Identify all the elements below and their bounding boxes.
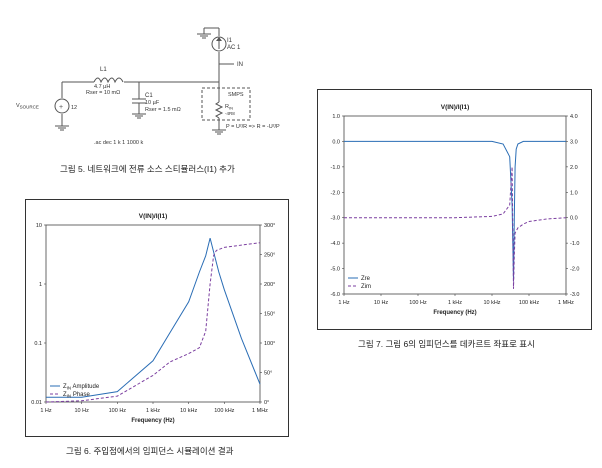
y-left-tick-label: 0.1 xyxy=(34,341,42,347)
ac-directive: .ac dec 1 k 1 1000 k xyxy=(94,140,143,146)
x-tick-label: 1 Hz xyxy=(40,408,52,414)
y-left-tick-label: -4.0 xyxy=(331,241,340,247)
y-right-tick-label: 150° xyxy=(264,312,275,318)
l1-label: L1 xyxy=(100,67,107,73)
power-equation: P = U²/R => R = -U²/P xyxy=(226,124,280,130)
legend-label: ZIN Amplitude xyxy=(63,384,100,391)
y-left-tick-label: 1 xyxy=(39,282,42,288)
figure7-frame: V(IN)/I(I1) 1 Hz 10 Hz 100 Hz 1 kHz 10 kHz 100… xyxy=(317,89,592,330)
rin-value: -4R8 xyxy=(225,111,235,116)
x-tick-label: 1 Hz xyxy=(338,300,350,306)
x-tick-label: 10 kHz xyxy=(180,408,197,414)
y-left-tick-label: -6.0 xyxy=(331,292,340,298)
legend-label: Zim xyxy=(361,284,371,290)
x-axis-label: Frequency (Hz) xyxy=(433,310,476,316)
c1-rser: Rser = 1.5 mΩ xyxy=(145,107,181,113)
smps-label: SMPS xyxy=(228,92,244,98)
figure7-chart: V(IN)/I(I1) 1 Hz 10 Hz 100 Hz 1 kHz 10 kHz 100… xyxy=(331,104,580,316)
y-left-tick-label: -2.0 xyxy=(331,190,340,196)
rin-label: RIN xyxy=(225,104,233,111)
svg-text:+: + xyxy=(59,104,63,111)
series-line-2 xyxy=(45,242,261,403)
y-left-tick-label: -5.0 xyxy=(331,267,340,273)
x-tick-label: 100 Hz xyxy=(109,408,127,414)
x-tick-label: 100 kHz xyxy=(519,300,539,306)
figure7-caption: 그림 7. 그림 6의 임피던스를 데카르트 좌표로 표시 xyxy=(358,339,535,349)
figure6-frame: V(IN)/I(I1) 1 Hz 10 Hz 100 Hz 1 kHz 10 kHz 100… xyxy=(25,199,289,437)
y-right-tick-label: 0.0 xyxy=(570,216,578,222)
y-right-tick-label: 200° xyxy=(264,282,275,288)
x-tick-label: 1 MHz xyxy=(252,408,268,414)
vsource-value: 12 xyxy=(71,105,77,111)
figure5-caption: 그림 5. 네트워크에 전류 소스 스티뮬러스(I1) 추가 xyxy=(60,164,235,174)
y-right-tick-label: 50° xyxy=(264,371,272,377)
y-right-tick-label: 3.0 xyxy=(570,139,578,145)
in-net-label: IN xyxy=(237,62,243,68)
legend-label: Zre xyxy=(361,276,371,282)
y-right-tick-label: 2.0 xyxy=(570,165,578,171)
c1-label: C1 xyxy=(145,93,153,99)
x-tick-label: 10 Hz xyxy=(74,408,89,414)
l1-value: 4.7 µH xyxy=(94,84,110,90)
series-line-1 xyxy=(46,237,261,398)
x-tick-label: 10 kHz xyxy=(483,300,500,306)
ac1-label: AC 1 xyxy=(227,45,241,51)
legend-label: ZIN Phase xyxy=(63,392,91,399)
figure6-caption: 그림 6. 주입점에서의 임피던스 시뮬레이션 결과 xyxy=(66,446,234,456)
y-left-tick-label: -1.0 xyxy=(331,165,340,171)
x-tick-label: 1 kHz xyxy=(146,408,160,414)
chart-title: V(IN)/I(I1) xyxy=(139,213,168,220)
y-right-tick-label: 4.0 xyxy=(570,114,578,120)
x-tick-label: 1 MHz xyxy=(558,300,574,306)
l1-rser: Rser = 10 mΩ xyxy=(86,90,120,96)
y-left-tick-label: 1.0 xyxy=(332,114,340,120)
y-right-tick-label: -2.0 xyxy=(570,267,579,273)
chart-title: V(IN)/I(I1) xyxy=(441,104,470,111)
y-right-tick-label: 100° xyxy=(264,341,275,347)
series-line-2 xyxy=(344,166,567,289)
y-right-tick-label: 1.0 xyxy=(570,190,578,196)
i1-label: I1 xyxy=(227,38,233,44)
y-right-tick-label: 250° xyxy=(264,253,275,259)
c1-value: 10 µF xyxy=(145,100,160,106)
x-axis-label: Frequency (Hz) xyxy=(131,418,174,424)
y-right-tick-label: -1.0 xyxy=(570,241,579,247)
plot-area xyxy=(343,115,567,295)
y-left-tick-label: 0.0 xyxy=(332,139,340,145)
x-tick-label: 10 Hz xyxy=(374,300,389,306)
figure5-schematic: + I1 AC 1 IN L1 4.7 µH Rser = 10 mΩ C1 1… xyxy=(16,27,280,146)
x-tick-label: 100 kHz xyxy=(214,408,234,414)
y-right-tick-label: 0° xyxy=(264,400,269,406)
series-line-1 xyxy=(344,140,566,282)
figure6-chart: V(IN)/I(I1)1 Hz 10 Hz 100 Hz 1 kHz 10 kHz 100… xyxy=(31,213,275,424)
y-left-tick-label: 0.01 xyxy=(31,400,42,406)
y-right-tick-label: -3.0 xyxy=(570,292,579,298)
y-left-tick-label: -3.0 xyxy=(331,216,340,222)
x-tick-label: 100 Hz xyxy=(409,300,427,306)
vsource-label: VSOURCE xyxy=(16,103,39,110)
x-tick-label: 1 kHz xyxy=(448,300,462,306)
y-left-tick-label: 10 xyxy=(36,223,42,229)
y-right-tick-label: 300° xyxy=(264,223,275,229)
